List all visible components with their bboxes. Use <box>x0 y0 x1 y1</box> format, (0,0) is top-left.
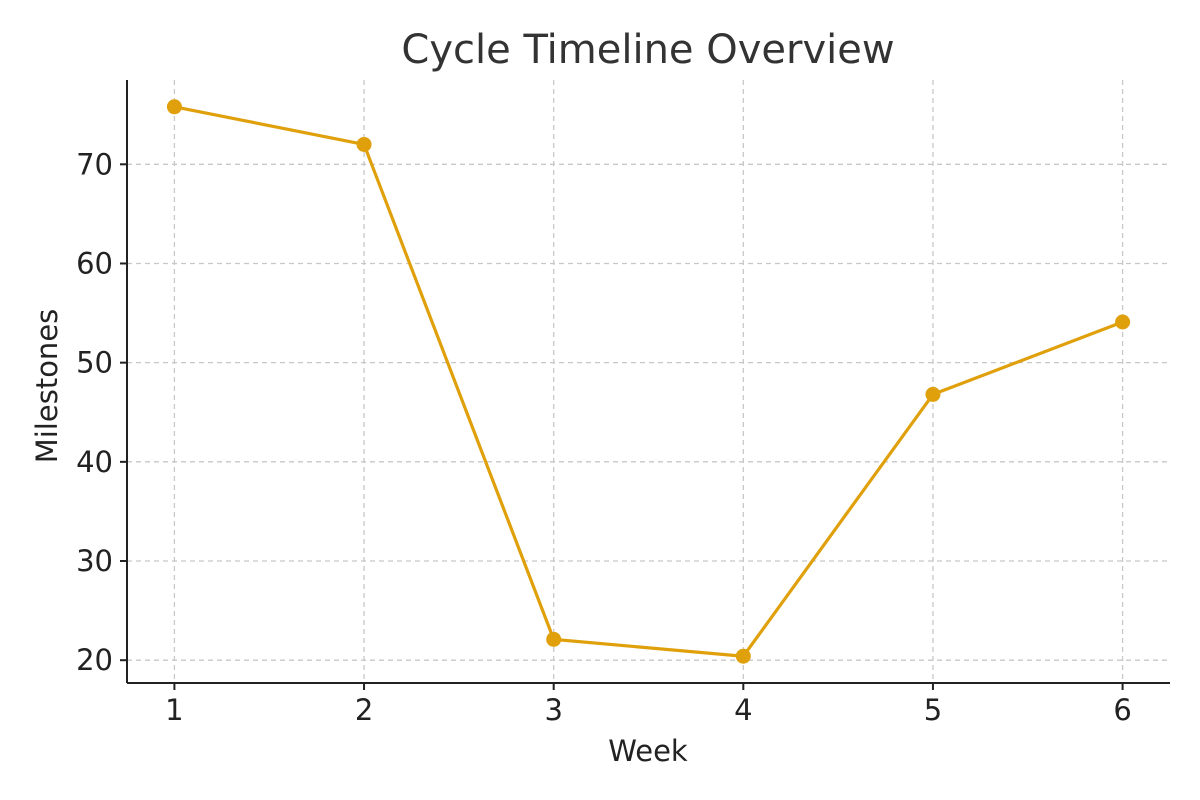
series-line <box>174 105 1124 658</box>
x-tick-label: 1 <box>165 693 183 727</box>
data-point <box>925 386 941 402</box>
chart-title: Cycle Timeline Overview <box>401 27 894 73</box>
data-point <box>166 99 182 115</box>
y-tick-label: 70 <box>76 147 113 181</box>
x-tick-label: 5 <box>924 693 942 727</box>
x-axis-label: Week <box>608 734 688 768</box>
x-tick-label: 2 <box>355 693 373 727</box>
data-point <box>356 136 372 152</box>
axes <box>120 80 1170 690</box>
y-tick-label: 60 <box>76 246 113 280</box>
x-tick-label: 6 <box>1113 693 1131 727</box>
x-tick-label: 4 <box>734 693 752 727</box>
data-point <box>546 631 562 647</box>
tick-labels: 1 2 3 4 5 6 20 30 40 50 60 70 <box>76 147 1132 727</box>
y-tick-label: 30 <box>76 544 113 578</box>
data-point <box>735 648 751 664</box>
data-point <box>1115 314 1131 330</box>
x-tick-label: 3 <box>544 693 562 727</box>
y-tick-label: 50 <box>76 346 113 380</box>
y-axis-label: Milestones <box>30 309 64 464</box>
series <box>166 99 1131 664</box>
y-tick-label: 40 <box>76 445 113 479</box>
grid <box>127 80 1170 683</box>
y-tick-label: 20 <box>76 643 113 677</box>
